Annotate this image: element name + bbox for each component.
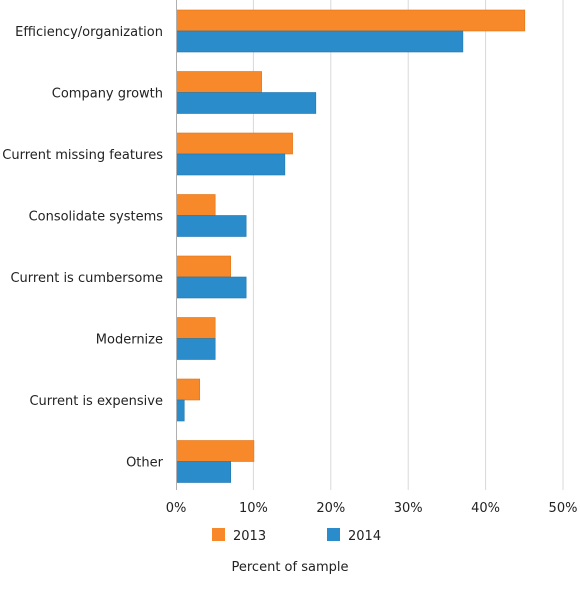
x-tick-label: 10% bbox=[239, 501, 268, 516]
grid-lines bbox=[252, 0, 564, 490]
x-tick-label: 20% bbox=[316, 501, 345, 516]
bar-2014 bbox=[176, 215, 247, 237]
bar-2014 bbox=[176, 276, 247, 299]
bar-2014 bbox=[176, 92, 317, 114]
bar-2014 bbox=[176, 461, 231, 483]
category-label: Current is expensive bbox=[29, 394, 163, 409]
x-tick-label: 40% bbox=[471, 501, 500, 516]
category-label: Other bbox=[126, 456, 164, 471]
category-label: Consolidate systems bbox=[29, 210, 164, 225]
legend-label-2013: 2013 bbox=[233, 529, 266, 544]
category-label: Company growth bbox=[52, 87, 163, 102]
legend: 2013 2014 bbox=[212, 528, 381, 544]
x-tick-label: 50% bbox=[549, 501, 578, 516]
legend-swatch-2014 bbox=[327, 528, 340, 541]
bar-2013 bbox=[176, 9, 526, 32]
category-label: Modernize bbox=[96, 333, 163, 348]
x-axis-title: Percent of sample bbox=[232, 560, 349, 575]
category-label: Current is cumbersome bbox=[10, 271, 163, 286]
legend-label-2014: 2014 bbox=[348, 529, 381, 544]
x-tick-label: 30% bbox=[394, 501, 423, 516]
bar-2013 bbox=[176, 317, 216, 339]
legend-swatch-2013 bbox=[212, 528, 225, 541]
bar-2014 bbox=[176, 338, 216, 360]
category-label: Efficiency/organization bbox=[15, 25, 163, 40]
x-tick-label: 0% bbox=[166, 501, 187, 516]
bar-2013 bbox=[176, 71, 262, 93]
bar-2014 bbox=[176, 30, 464, 53]
bar-2013 bbox=[176, 378, 201, 401]
bars bbox=[176, 9, 526, 483]
bar-2013 bbox=[176, 440, 255, 462]
category-labels: Efficiency/organization Company growth Cur… bbox=[2, 25, 163, 471]
bar-2013 bbox=[176, 132, 293, 155]
bar-2013 bbox=[176, 194, 216, 216]
x-tick-labels: 0% 10% 20% 30% 40% 50% bbox=[166, 501, 578, 516]
category-label: Current missing features bbox=[2, 148, 163, 163]
bar-2014 bbox=[176, 399, 185, 422]
bar-2013 bbox=[176, 255, 231, 278]
bar-2014 bbox=[176, 153, 286, 176]
